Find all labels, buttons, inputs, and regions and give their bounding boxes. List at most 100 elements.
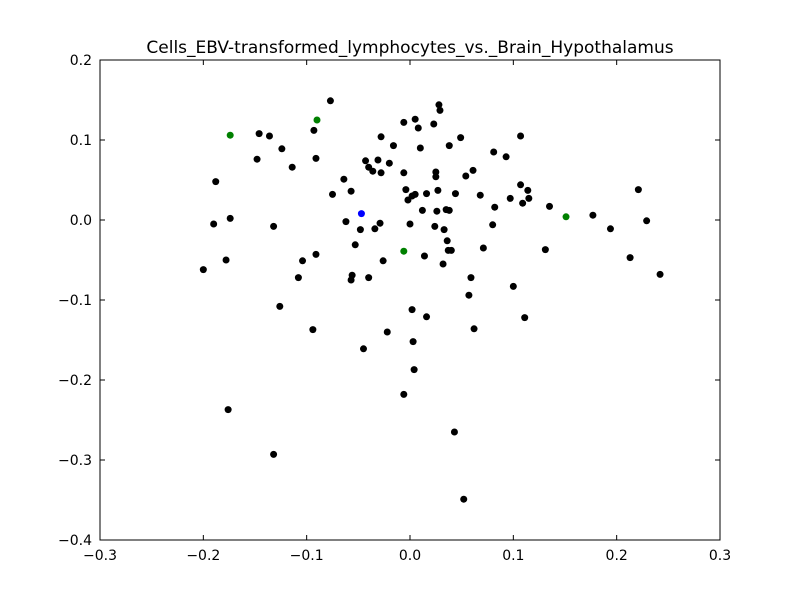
data-point xyxy=(212,178,220,186)
data-point xyxy=(255,130,263,138)
data-point xyxy=(377,133,385,141)
data-point xyxy=(423,313,431,321)
data-point xyxy=(420,252,428,260)
x-tick-label: 0.1 xyxy=(502,548,524,564)
data-point xyxy=(226,214,234,222)
data-point xyxy=(312,250,320,258)
data-point xyxy=(502,153,510,161)
data-point xyxy=(479,244,487,252)
axes: −0.3 −0.2 −0.1 0.0 0.1 0.2 0.3−0.4−0.3−0.2−0.1… xyxy=(58,53,731,564)
data-point xyxy=(310,126,318,134)
data-point xyxy=(210,220,218,228)
data-point xyxy=(347,187,355,195)
data-point xyxy=(416,144,424,152)
data-point xyxy=(521,314,529,322)
data-point xyxy=(410,366,418,374)
x-tick-label: 0.3 xyxy=(709,548,731,564)
data-point xyxy=(294,274,302,282)
data-point xyxy=(411,115,419,123)
data-point xyxy=(199,266,207,274)
y-tick-label: −0.3 xyxy=(58,453,92,469)
data-point xyxy=(457,134,465,142)
data-point xyxy=(288,163,296,171)
data-point xyxy=(423,190,431,198)
plot-area xyxy=(99,59,721,541)
data-point xyxy=(357,210,365,218)
data-point xyxy=(656,270,664,278)
data-point xyxy=(418,206,426,214)
data-point xyxy=(253,155,261,163)
data-point xyxy=(226,131,234,139)
data-point xyxy=(525,194,533,202)
data-point xyxy=(476,191,484,199)
data-point xyxy=(509,282,517,290)
data-point xyxy=(490,148,498,156)
y-tick-label: 0.1 xyxy=(70,133,92,149)
data-point xyxy=(462,172,470,180)
data-point xyxy=(447,246,455,254)
data-point xyxy=(469,166,477,174)
data-point xyxy=(517,132,525,140)
data-point xyxy=(589,211,597,219)
data-point xyxy=(439,260,447,268)
data-point xyxy=(491,203,499,211)
data-point xyxy=(265,132,273,140)
data-point xyxy=(506,194,514,202)
data-point xyxy=(371,225,379,233)
chart-title: Cells_EBV-transformed_lymphocytes_vs._Br… xyxy=(146,38,673,58)
data-point xyxy=(270,450,278,458)
x-tick-label: −0.1 xyxy=(290,548,324,564)
data-point xyxy=(351,241,359,249)
data-point xyxy=(374,156,382,164)
data-point xyxy=(445,142,453,150)
data-point xyxy=(270,222,278,230)
data-point xyxy=(299,257,307,265)
data-point xyxy=(435,101,443,109)
y-tick-label: −0.4 xyxy=(58,533,92,549)
data-point xyxy=(406,220,414,228)
data-point xyxy=(348,271,356,279)
data-point xyxy=(400,247,408,255)
data-point xyxy=(408,306,416,314)
data-point xyxy=(356,226,364,234)
data-point xyxy=(451,190,459,198)
data-point xyxy=(643,217,651,225)
data-point xyxy=(342,218,350,226)
y-tick-label: −0.2 xyxy=(58,373,92,389)
data-point xyxy=(450,428,458,436)
data-point xyxy=(402,186,410,194)
data-points xyxy=(199,97,664,503)
data-point xyxy=(369,167,377,175)
data-point xyxy=(409,338,417,346)
x-tick-label: −0.2 xyxy=(186,548,220,564)
data-point xyxy=(626,254,634,262)
data-point xyxy=(465,291,473,299)
data-point xyxy=(433,207,441,215)
data-point xyxy=(376,219,384,227)
data-point xyxy=(440,226,448,234)
data-point xyxy=(489,221,497,229)
data-point xyxy=(443,237,451,245)
data-point xyxy=(432,168,440,176)
data-point xyxy=(634,186,642,194)
data-point xyxy=(430,120,438,128)
data-point xyxy=(329,190,336,198)
data-point xyxy=(517,181,525,189)
data-point xyxy=(365,274,373,282)
data-point xyxy=(432,173,440,181)
data-point xyxy=(460,495,468,503)
data-point xyxy=(400,169,408,177)
data-point xyxy=(470,325,478,333)
data-point xyxy=(436,106,444,114)
x-tick-label: −0.3 xyxy=(83,548,117,564)
data-point xyxy=(224,406,232,414)
data-point xyxy=(278,145,286,153)
data-point xyxy=(385,159,393,167)
data-point xyxy=(434,186,442,194)
data-point xyxy=(309,326,317,334)
data-point xyxy=(312,154,320,162)
data-point xyxy=(519,199,527,207)
x-tick-label: 0.2 xyxy=(606,548,628,564)
